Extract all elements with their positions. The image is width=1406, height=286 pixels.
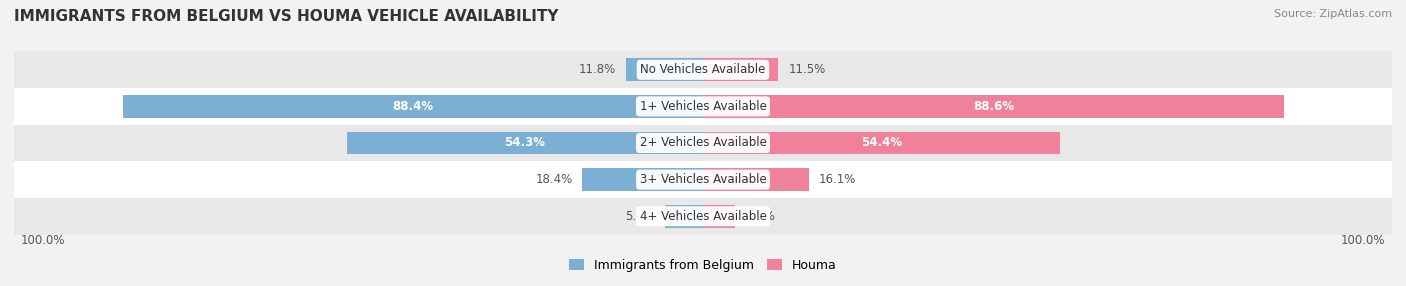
Bar <box>665 205 703 228</box>
Text: No Vehicles Available: No Vehicles Available <box>640 63 766 76</box>
Bar <box>626 58 703 81</box>
Bar <box>582 168 703 191</box>
Text: 4.9%: 4.9% <box>745 210 775 223</box>
Bar <box>14 198 1392 235</box>
Bar <box>14 51 1392 88</box>
Text: 4+ Vehicles Available: 4+ Vehicles Available <box>640 210 766 223</box>
Text: 54.3%: 54.3% <box>505 136 546 150</box>
Bar <box>14 125 1392 161</box>
Bar <box>14 161 1392 198</box>
Bar <box>703 58 779 81</box>
Bar <box>703 205 735 228</box>
Bar <box>703 168 808 191</box>
Text: IMMIGRANTS FROM BELGIUM VS HOUMA VEHICLE AVAILABILITY: IMMIGRANTS FROM BELGIUM VS HOUMA VEHICLE… <box>14 9 558 23</box>
Text: 100.0%: 100.0% <box>1341 234 1385 247</box>
Text: 18.4%: 18.4% <box>536 173 572 186</box>
Bar <box>347 132 703 154</box>
Text: 1+ Vehicles Available: 1+ Vehicles Available <box>640 100 766 113</box>
Text: 2+ Vehicles Available: 2+ Vehicles Available <box>640 136 766 150</box>
Bar <box>14 88 1392 125</box>
Text: 100.0%: 100.0% <box>21 234 65 247</box>
Text: 88.6%: 88.6% <box>973 100 1014 113</box>
Text: 16.1%: 16.1% <box>818 173 856 186</box>
Text: 11.5%: 11.5% <box>789 63 825 76</box>
Text: Source: ZipAtlas.com: Source: ZipAtlas.com <box>1274 9 1392 19</box>
Bar <box>122 95 703 118</box>
Text: 3+ Vehicles Available: 3+ Vehicles Available <box>640 173 766 186</box>
Bar <box>703 95 1284 118</box>
Text: 5.8%: 5.8% <box>626 210 655 223</box>
Legend: Immigrants from Belgium, Houma: Immigrants from Belgium, Houma <box>565 255 841 276</box>
Text: 11.8%: 11.8% <box>578 63 616 76</box>
Text: 88.4%: 88.4% <box>392 100 433 113</box>
Bar <box>703 132 1060 154</box>
Text: 54.4%: 54.4% <box>860 136 903 150</box>
